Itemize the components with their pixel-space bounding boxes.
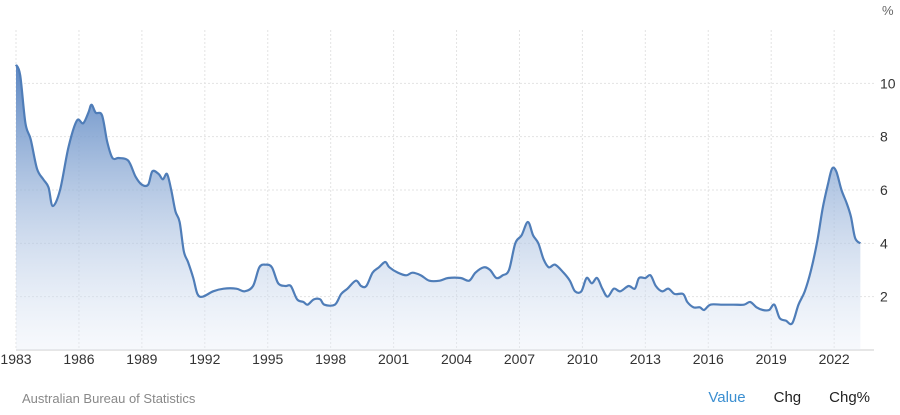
y-tick-label: 2 [880, 289, 888, 305]
x-tick-label: 2010 [567, 351, 598, 367]
x-tick-label: 2004 [441, 351, 472, 367]
x-axis: 1983 1986 1989 1992 1995 1998 2001 2004 2007 2010… [0, 351, 850, 367]
y-tick-label: 6 [880, 182, 888, 198]
tab-value[interactable]: Value [708, 389, 746, 406]
x-tick-label: 2013 [630, 351, 661, 367]
x-tick-label: 1986 [63, 351, 94, 367]
x-tick-label: 1983 [0, 351, 31, 367]
x-tick-label: 2016 [693, 351, 724, 367]
x-tick-label: 2007 [504, 351, 535, 367]
y-tick-label: 8 [880, 129, 888, 145]
y-tick-label: 4 [880, 235, 888, 251]
x-tick-label: 1992 [189, 351, 220, 367]
y-unit-label: % [882, 3, 894, 18]
chart: 1983 1986 1989 1992 1995 1998 2001 2004 2007 2010… [0, 3, 896, 367]
y-tick-label: 10 [880, 75, 896, 91]
x-tick-label: 2019 [756, 351, 787, 367]
x-tick-label: 1995 [252, 351, 283, 367]
x-tick-label: 2022 [819, 351, 850, 367]
source-label: Australian Bureau of Statistics [22, 391, 196, 406]
x-tick-label: 2001 [378, 351, 409, 367]
x-tick-label: 1998 [315, 351, 346, 367]
y-axis: 2 4 6 8 10 [880, 75, 896, 304]
area-fill [16, 64, 861, 351]
view-tabs: Value Chg Chg% [708, 389, 870, 406]
tab-chg[interactable]: Chg [773, 389, 802, 406]
x-tick-label: 1989 [126, 351, 157, 367]
tab-chgpct[interactable]: Chg% [829, 389, 870, 406]
series-line [14, 64, 862, 326]
